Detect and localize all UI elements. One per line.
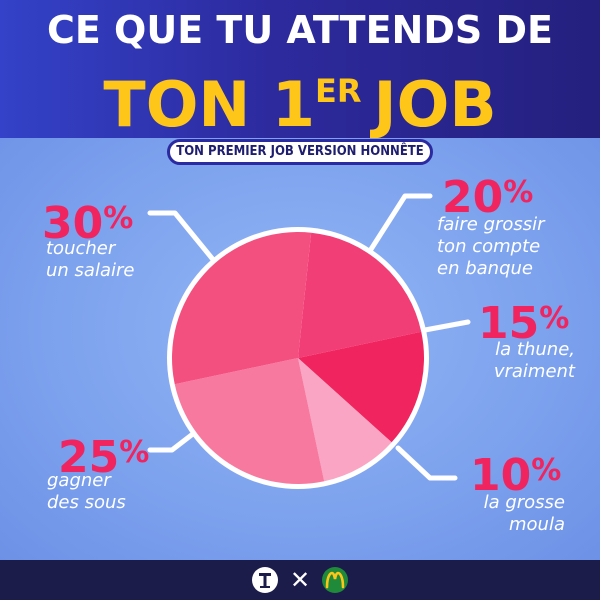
connector-20 xyxy=(365,193,433,257)
footer-bar xyxy=(0,560,600,600)
pie-slice-10 xyxy=(298,358,392,482)
connector-10 xyxy=(395,445,458,481)
slice-label-30-line-2: un salaire xyxy=(46,260,135,281)
header-banner xyxy=(0,0,600,138)
slice-label-10: la grosse moula xyxy=(455,492,565,536)
slice-label-25-line-1: gagner xyxy=(47,470,111,491)
golden-arches-icon xyxy=(325,571,345,589)
pct-label-10: 10% xyxy=(470,450,562,501)
connector-15 xyxy=(422,319,471,333)
title-superscript: ER xyxy=(315,72,362,110)
title-job: JOB xyxy=(373,68,497,141)
slice-label-25-line-2: des sous xyxy=(47,492,126,513)
connector-30 xyxy=(147,210,218,265)
slice-label-15-line-1: la thune, xyxy=(495,339,575,360)
mcdonalds-m-icon xyxy=(322,567,348,593)
pie-slice-15 xyxy=(298,331,425,443)
slice-label-20-line-3: en banque xyxy=(437,258,533,279)
title-ton-1: TON 1 xyxy=(103,68,316,141)
slice-label-30-line-1: toucher xyxy=(46,238,116,259)
slice-label-30: toucher un salaire xyxy=(46,238,176,282)
slice-label-15-line-2: vraiment xyxy=(493,361,575,382)
pie-slices xyxy=(171,231,425,485)
connector-25 xyxy=(147,427,201,453)
pct-label-15: 15% xyxy=(478,298,570,349)
title-line-2: TON 1ER JOB xyxy=(0,56,600,140)
slice-label-20-line-2: ton compte xyxy=(437,236,541,257)
pct-label-20: 20% xyxy=(442,172,534,223)
pct-label-25: 25% xyxy=(58,432,150,483)
collab-separator: ✕ xyxy=(289,566,311,594)
title-line-1: CE QUE TU ATTENDS DE xyxy=(46,8,553,52)
slice-label-20-line-1: faire grossir xyxy=(437,214,545,235)
subtitle-pill: TON PREMIER JOB VERSION HONNÊTE xyxy=(167,139,433,165)
pie-slice-20 xyxy=(298,232,422,358)
slice-label-10-line-1: la grosse xyxy=(483,492,565,513)
t-logo-glyph-icon xyxy=(259,573,271,588)
slice-label-10-line-2: moula xyxy=(509,514,565,535)
pie-slice-25 xyxy=(174,358,325,485)
t-logo-icon xyxy=(252,567,278,593)
slice-label-25: gagner des sous xyxy=(47,470,157,514)
pct-label-30: 30% xyxy=(42,198,134,249)
slice-label-20: faire grossir ton compte en banque xyxy=(437,214,567,280)
slice-label-15: la thune, vraiment xyxy=(465,339,575,383)
pie-slice-30 xyxy=(171,231,312,385)
